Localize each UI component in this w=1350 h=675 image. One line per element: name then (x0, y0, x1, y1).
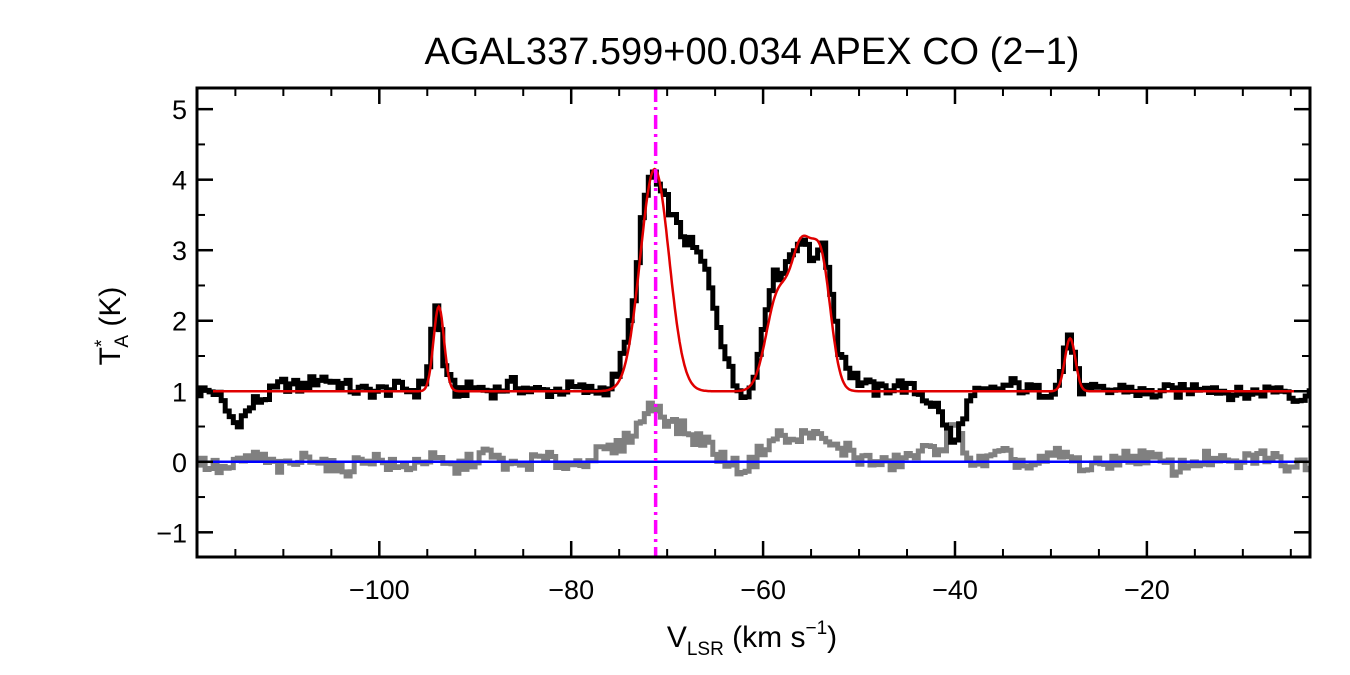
y-tick-label: 4 (172, 166, 187, 196)
observed-series (197, 169, 1310, 445)
y-tick-label: 3 (172, 236, 187, 266)
x-axis-label-unit: (km s (724, 621, 806, 654)
residual-series (197, 400, 1310, 479)
y-tick-label: 0 (172, 448, 187, 478)
gaussian-fit-series (197, 167, 1310, 393)
chart-title: AGAL337.599+00.034 APEX CO (2−1) (425, 31, 1080, 73)
x-axis-label-close: ) (827, 621, 837, 654)
y-tick-label: 5 (172, 95, 187, 125)
y-axis-label: T*A (K) (92, 287, 133, 366)
y-tick-label: 2 (172, 307, 187, 337)
y-axis-label-main: T (94, 347, 127, 365)
y-axis-label-sub: A (112, 335, 133, 348)
plot-frame (195, 86, 1312, 559)
y-tick-label: 1 (172, 377, 187, 407)
x-tick-label: −80 (548, 575, 594, 605)
x-tick-label: −100 (349, 575, 410, 605)
plot-area (197, 88, 1310, 557)
x-tick-label: −20 (1124, 575, 1170, 605)
x-axis-label-sup: −1 (805, 618, 827, 639)
x-axis-label-sub: LSR (687, 639, 724, 660)
axis-ticks: −100 −80 −60 −40 −20 −1 0 1 2 3 4 5 (156, 88, 1310, 605)
y-tick-label: −1 (156, 518, 187, 548)
y-axis-label-unit: (K) (94, 287, 127, 335)
x-axis-label: VLSR (km s−1) (667, 618, 837, 660)
x-axis-label-main: V (667, 621, 687, 654)
x-tick-label: −40 (932, 575, 978, 605)
y-axis-label-sup: * (92, 339, 113, 347)
x-tick-label: −60 (740, 575, 786, 605)
